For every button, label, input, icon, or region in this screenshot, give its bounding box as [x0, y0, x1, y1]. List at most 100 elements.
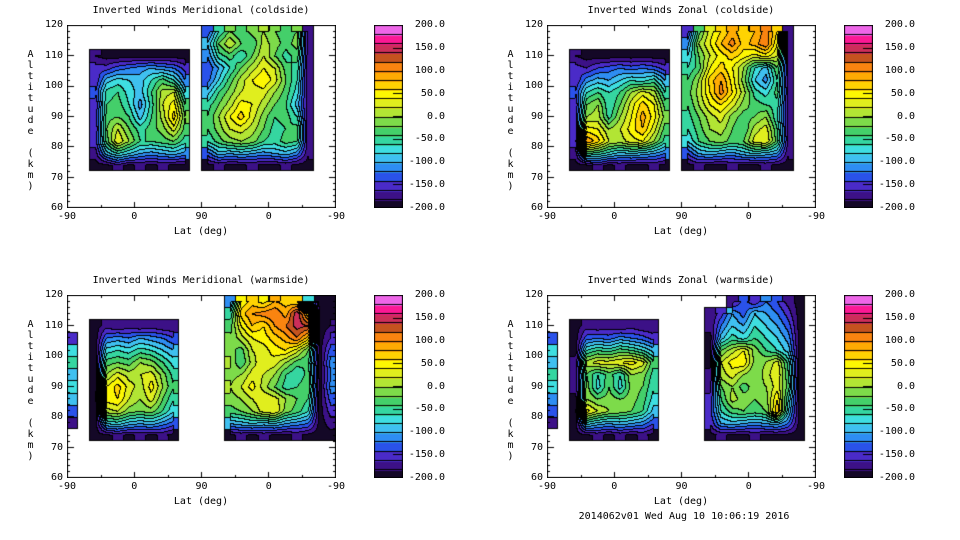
y-axis-tick-label: 100	[44, 80, 63, 91]
colorbar-tick-label: 100.0	[884, 64, 915, 76]
x-axis-tick-label: 0	[265, 481, 272, 492]
contour-plot-canvas	[67, 295, 336, 478]
y-axis-label: Altitude (km)	[25, 49, 36, 192]
colorbar-tick-label: 0.0	[896, 380, 915, 392]
plot-title: Inverted Winds Meridional (warmside)	[92, 275, 310, 286]
y-axis-tick-label: 60	[530, 472, 543, 483]
y-axis-tick-label: 120	[524, 19, 543, 30]
x-axis-tick-label: 90	[675, 211, 688, 222]
x-axis-tick-label: -90	[806, 481, 826, 492]
x-axis-tick-label: -90	[326, 481, 346, 492]
x-axis-tick-label: -90	[537, 481, 557, 492]
colorbar-tick-label: -50.0	[884, 133, 915, 145]
colorbar-tick-label: -100.0	[878, 426, 915, 438]
colorbar-tick-label: -200.0	[878, 472, 915, 483]
y-axis-tick-label: 80	[530, 411, 543, 422]
plot-title: Inverted Winds Zonal (coldside)	[587, 5, 775, 16]
colorbar-tick-label: -200.0	[878, 202, 915, 213]
y-axis-tick-label: 110	[524, 49, 543, 61]
plot-title: Inverted Winds Zonal (warmside)	[587, 275, 775, 286]
y-axis-tick-label: 120	[44, 289, 63, 300]
x-axis-tick-label: 0	[745, 481, 752, 492]
colorbar-tick-label: 50.0	[420, 357, 445, 369]
colorbar-tick-label: 150.0	[414, 41, 445, 53]
y-axis-tick-label: 90	[50, 380, 63, 392]
colorbar-tick-label: -100.0	[408, 426, 445, 438]
x-axis-label: Lat (deg)	[173, 496, 229, 507]
colorbar-tick-label: 100.0	[884, 334, 915, 346]
colorbar	[844, 295, 873, 478]
x-axis-tick-label: -90	[806, 211, 826, 222]
x-axis-tick-label: 0	[745, 211, 752, 222]
y-axis-tick-label: 80	[50, 411, 63, 422]
y-axis-tick-label: 90	[530, 380, 543, 392]
panel-zonal-warmside: Inverted Winds Zonal (warmside) Altitude…	[480, 270, 960, 540]
x-axis-tick-label: -90	[537, 211, 557, 222]
colorbar-tick-label: -50.0	[414, 403, 445, 415]
x-axis-tick-label: -90	[57, 481, 77, 492]
x-axis-label: Lat (deg)	[173, 226, 229, 237]
colorbar-tick-label: 50.0	[890, 357, 915, 369]
colorbar-tick-label: 0.0	[426, 380, 445, 392]
colorbar-tick-label: 150.0	[414, 311, 445, 323]
panel-meridional-coldside: Inverted Winds Meridional (coldside) Alt…	[0, 0, 480, 270]
timestamp-caption: 2014062v01 Wed Aug 10 10:06:19 2016	[578, 511, 790, 522]
colorbar-tick-label: -150.0	[878, 449, 915, 461]
contour-plot-canvas	[67, 25, 336, 208]
x-axis-tick-label: 90	[675, 481, 688, 492]
colorbar	[374, 25, 403, 208]
colorbar-tick-label: 0.0	[896, 110, 915, 122]
colorbar-tick-label: 100.0	[414, 64, 445, 76]
x-axis-tick-label: 0	[131, 481, 138, 492]
colorbar	[374, 295, 403, 478]
colorbar-tick-label: 150.0	[884, 311, 915, 323]
y-axis-label: Altitude (km)	[505, 49, 516, 192]
panel-meridional-warmside: Inverted Winds Meridional (warmside) Alt…	[0, 270, 480, 540]
colorbar-tick-label: -50.0	[884, 403, 915, 415]
colorbar-tick-label: 100.0	[414, 334, 445, 346]
y-axis-tick-label: 60	[50, 202, 63, 213]
y-axis-tick-label: 110	[44, 49, 63, 61]
colorbar-tick-label: -100.0	[408, 156, 445, 168]
y-axis-tick-label: 60	[50, 472, 63, 483]
colorbar-tick-label: -150.0	[408, 449, 445, 461]
y-axis-tick-label: 120	[524, 289, 543, 300]
colorbar-tick-label: -50.0	[414, 133, 445, 145]
y-axis-label: Altitude (km)	[505, 319, 516, 462]
colorbar-tick-label: 50.0	[890, 87, 915, 99]
y-axis-tick-label: 110	[44, 319, 63, 331]
colorbar-tick-label: 200.0	[884, 19, 915, 30]
x-axis-label: Lat (deg)	[653, 496, 709, 507]
y-axis-tick-label: 110	[524, 319, 543, 331]
x-axis-tick-label: -90	[57, 211, 77, 222]
y-axis-tick-label: 100	[524, 350, 543, 361]
contour-plot-canvas	[547, 25, 816, 208]
x-axis-tick-label: 0	[611, 211, 618, 222]
colorbar-tick-label: 200.0	[884, 289, 915, 300]
y-axis-label: Altitude (km)	[25, 319, 36, 462]
colorbar-tick-label: 0.0	[426, 110, 445, 122]
colorbar-tick-label: -200.0	[408, 472, 445, 483]
y-axis-tick-label: 80	[530, 141, 543, 152]
plot-title: Inverted Winds Meridional (coldside)	[92, 5, 310, 16]
colorbar-tick-label: 150.0	[884, 41, 915, 53]
x-axis-tick-label: 90	[195, 481, 208, 492]
colorbar-tick-label: 200.0	[414, 289, 445, 300]
y-axis-tick-label: 60	[530, 202, 543, 213]
y-axis-tick-label: 70	[530, 171, 543, 183]
x-axis-tick-label: 90	[195, 211, 208, 222]
y-axis-tick-label: 90	[50, 110, 63, 122]
x-axis-tick-label: 0	[131, 211, 138, 222]
panel-zonal-coldside: Inverted Winds Zonal (coldside) Altitude…	[480, 0, 960, 270]
colorbar-tick-label: -150.0	[408, 179, 445, 191]
contour-plot-canvas	[547, 295, 816, 478]
y-axis-tick-label: 100	[524, 80, 543, 91]
x-axis-tick-label: -90	[326, 211, 346, 222]
y-axis-tick-label: 70	[50, 441, 63, 453]
x-axis-label: Lat (deg)	[653, 226, 709, 237]
colorbar-tick-label: -150.0	[878, 179, 915, 191]
y-axis-tick-label: 70	[530, 441, 543, 453]
colorbar	[844, 25, 873, 208]
y-axis-tick-label: 120	[44, 19, 63, 30]
